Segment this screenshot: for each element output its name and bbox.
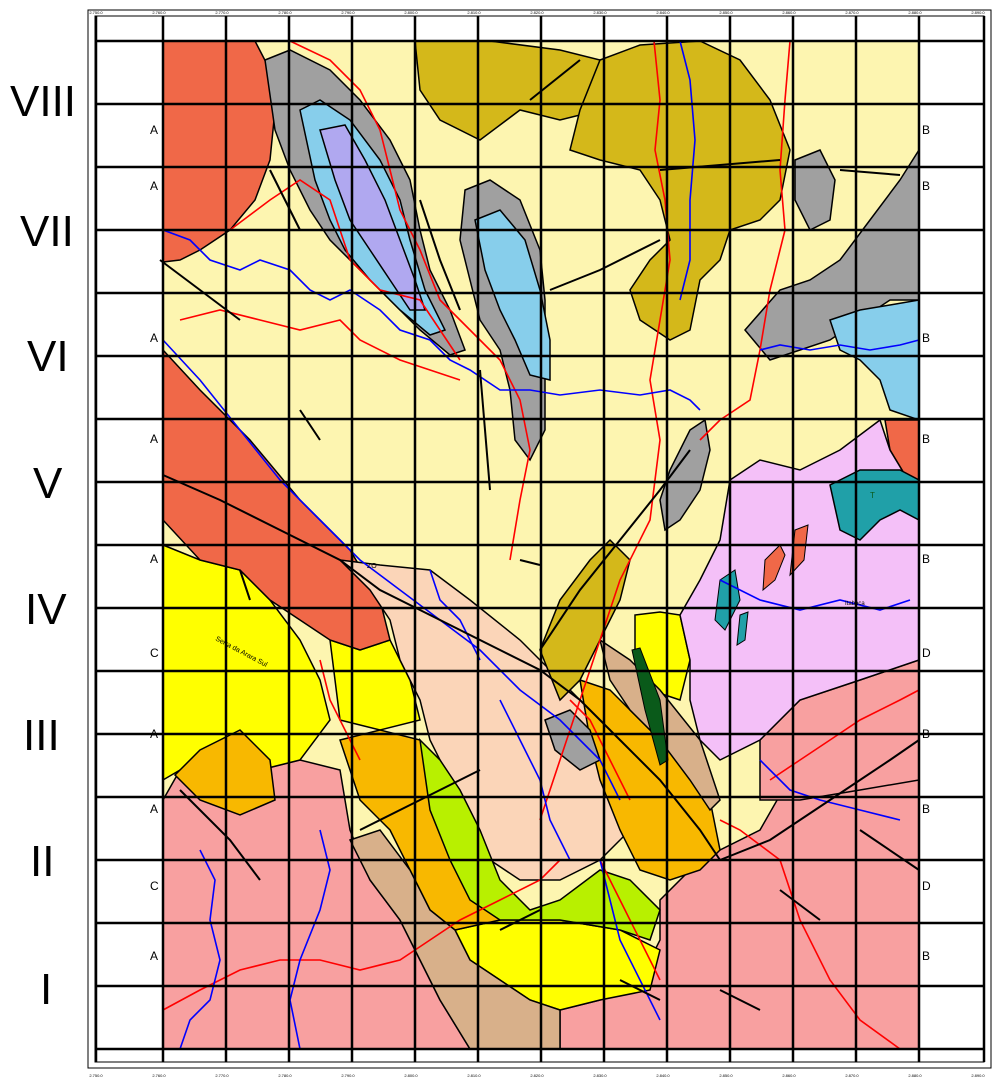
row-label-vii: VII xyxy=(20,210,74,254)
section-right-4: B xyxy=(922,433,930,445)
x-tick-label-top: 2.850.0 xyxy=(719,10,733,15)
section-left-9: C xyxy=(150,880,159,892)
x-tick-label-top: 2.810.0 xyxy=(467,10,481,15)
x-tick-label-bottom: 2.770.0 xyxy=(215,1073,229,1078)
x-tick-label-top: 2.820.0 xyxy=(530,10,544,15)
row-label-iii: III xyxy=(23,714,60,758)
x-tick-label-top: 2.860.0 xyxy=(782,10,796,15)
x-tick-label-bottom: 2.780.0 xyxy=(278,1073,292,1078)
x-tick-label-top: 2.880.0 xyxy=(908,10,922,15)
section-left-1: A xyxy=(150,124,158,136)
x-tick-label-bottom: 2.810.0 xyxy=(467,1073,481,1078)
x-tick-label-top: 2.760.0 xyxy=(152,10,166,15)
x-tick-label-bottom: 2.790.0 xyxy=(341,1073,355,1078)
x-tick-label-top: 2.840.0 xyxy=(656,10,670,15)
section-right-7: B xyxy=(922,728,930,740)
section-left-6: C xyxy=(150,647,159,659)
x-tick-label-top: 2.750.0 xyxy=(89,10,103,15)
x-tick-label-top: 2.800.0 xyxy=(404,10,418,15)
section-right-10: B xyxy=(922,950,930,962)
row-label-i: I xyxy=(40,968,52,1012)
x-tick-label-top: 2.770.0 xyxy=(215,10,229,15)
row-label-ii: II xyxy=(30,840,54,884)
section-left-3: A xyxy=(150,332,158,344)
x-tick-label-top: 2.780.0 xyxy=(278,10,292,15)
place-label-zo: ZO xyxy=(367,563,377,570)
place-label-t: T xyxy=(870,491,875,500)
section-right-8: B xyxy=(922,803,930,815)
x-tick-label-bottom: 2.890.0 xyxy=(971,1073,985,1078)
section-left-8: A xyxy=(150,803,158,815)
section-left-2: A xyxy=(150,180,158,192)
section-left-7: A xyxy=(150,728,158,740)
row-label-vi: VI xyxy=(27,335,69,379)
x-tick-label-bottom: 2.800.0 xyxy=(404,1073,418,1078)
x-tick-label-bottom: 2.830.0 xyxy=(593,1073,607,1078)
x-tick-label-bottom: 2.750.0 xyxy=(89,1073,103,1078)
row-label-iv: IV xyxy=(25,588,67,632)
section-left-10: A xyxy=(150,950,158,962)
x-tick-label-bottom: 2.860.0 xyxy=(782,1073,796,1078)
x-tick-label-bottom: 2.820.0 xyxy=(530,1073,544,1078)
section-right-6: D xyxy=(922,647,931,659)
section-left-4: A xyxy=(150,433,158,445)
x-tick-label-bottom: 2.870.0 xyxy=(845,1073,859,1078)
x-tick-label-top: 2.870.0 xyxy=(845,10,859,15)
x-tick-label-bottom: 2.840.0 xyxy=(656,1073,670,1078)
x-tick-label-top: 2.790.0 xyxy=(341,10,355,15)
row-label-viii: VIII xyxy=(10,80,76,124)
section-right-1: B xyxy=(922,124,930,136)
x-tick-label-bottom: 2.760.0 xyxy=(152,1073,166,1078)
x-tick-label-top: 2.890.0 xyxy=(971,10,985,15)
row-label-v: V xyxy=(33,462,62,506)
x-tick-label-bottom: 2.850.0 xyxy=(719,1073,733,1078)
section-left-5: A xyxy=(150,553,158,565)
x-tick-label-top: 2.830.0 xyxy=(593,10,607,15)
section-right-9: D xyxy=(922,880,931,892)
section-right-2: B xyxy=(922,180,930,192)
x-tick-label-bottom: 2.880.0 xyxy=(908,1073,922,1078)
section-right-5: B xyxy=(922,553,930,565)
section-right-3: B xyxy=(922,332,930,344)
